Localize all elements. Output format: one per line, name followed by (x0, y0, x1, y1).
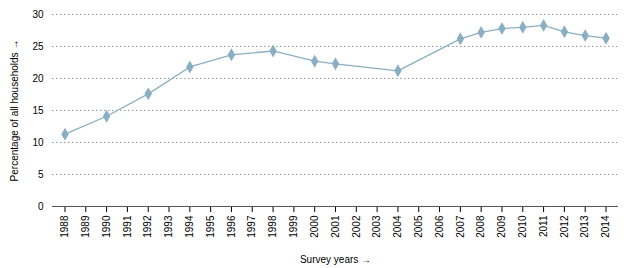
svg-text:2000: 2000 (309, 215, 320, 238)
svg-text:20: 20 (32, 73, 44, 84)
svg-text:1988: 1988 (59, 215, 70, 238)
svg-text:2013: 2013 (579, 215, 590, 238)
svg-text:10: 10 (32, 137, 44, 148)
svg-text:1995: 1995 (205, 215, 216, 238)
svg-text:2002: 2002 (351, 215, 362, 238)
svg-text:2007: 2007 (455, 215, 466, 238)
svg-text:15: 15 (32, 105, 44, 116)
svg-text:1994: 1994 (184, 215, 195, 238)
svg-text:25: 25 (32, 41, 44, 52)
svg-text:2014: 2014 (600, 215, 611, 238)
svg-text:2008: 2008 (475, 215, 486, 238)
svg-text:1992: 1992 (142, 215, 153, 238)
svg-text:1999: 1999 (288, 215, 299, 238)
svg-text:30: 30 (32, 9, 44, 20)
svg-text:Percentage of all households →: Percentage of all households → (9, 40, 20, 182)
svg-text:1998: 1998 (267, 215, 278, 238)
svg-text:1990: 1990 (101, 215, 112, 238)
svg-text:1996: 1996 (226, 215, 237, 238)
svg-text:2009: 2009 (496, 215, 507, 238)
svg-text:1997: 1997 (246, 215, 257, 238)
svg-text:0: 0 (38, 201, 44, 212)
svg-text:2003: 2003 (371, 215, 382, 238)
svg-text:2005: 2005 (413, 215, 424, 238)
svg-text:2010: 2010 (517, 215, 528, 238)
svg-text:2012: 2012 (559, 215, 570, 238)
svg-text:2001: 2001 (330, 215, 341, 238)
svg-text:Survey years →: Survey years → (300, 254, 371, 265)
svg-text:2006: 2006 (434, 215, 445, 238)
svg-text:5: 5 (38, 169, 44, 180)
svg-text:1993: 1993 (163, 215, 174, 238)
svg-text:1991: 1991 (122, 215, 133, 238)
svg-text:1989: 1989 (80, 215, 91, 238)
svg-text:2004: 2004 (392, 215, 403, 238)
svg-text:2011: 2011 (538, 215, 549, 237)
